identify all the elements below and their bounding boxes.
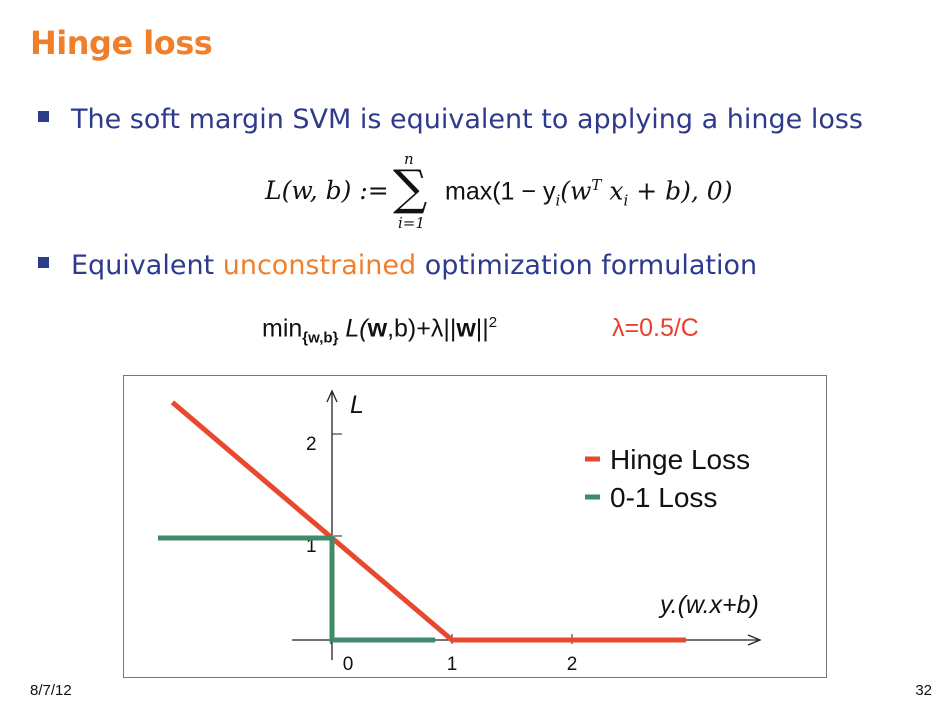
eq-x: x bbox=[601, 176, 624, 206]
eq-sup-T: T bbox=[591, 176, 602, 194]
x-tick-label: 1 bbox=[447, 654, 458, 675]
bullet-text-2c: optimization formulation bbox=[416, 250, 758, 281]
equation-rhs: max(1 − yi(wT xi + b), 0) bbox=[445, 176, 732, 209]
eq-suffix: + b), 0) bbox=[628, 176, 733, 206]
bullet-text-1: The soft margin SVM is equivalent to app… bbox=[71, 104, 863, 135]
bullet-text-2b: unconstrained bbox=[222, 250, 417, 281]
series-line-zero-one-loss bbox=[158, 535, 436, 643]
y-axis-arrow-icon bbox=[326, 389, 338, 403]
eq2-L: L( bbox=[338, 314, 368, 343]
eq2-w2: w bbox=[456, 314, 476, 343]
x-axis-arrow-icon bbox=[747, 634, 762, 646]
slide-title: Hinge loss bbox=[30, 24, 213, 62]
hinge-loss-equation: L(w, b) := n ∑ i=1 max(1 − yi(wT xi + b)… bbox=[265, 150, 785, 240]
bullet-square-icon bbox=[38, 257, 49, 268]
x-tick-label: 2 bbox=[567, 654, 578, 675]
x-tick-label: 0 bbox=[343, 654, 354, 675]
optimization-equation: min{w,b} L(w,b)+λ||w||2 bbox=[262, 314, 497, 346]
bullet-soft-margin: The soft margin SVM is equivalent to app… bbox=[38, 104, 863, 135]
eq2-square: 2 bbox=[488, 314, 498, 331]
eq-sub-i1: i bbox=[555, 191, 561, 210]
loss-chart-frame bbox=[123, 375, 827, 678]
eq2-mid: ,b)+λ|| bbox=[387, 314, 457, 343]
eq2-end: || bbox=[475, 314, 489, 343]
bullet-square-icon bbox=[38, 111, 49, 122]
sum-lower-limit: i=1 bbox=[398, 214, 425, 232]
sum-upper-limit: n bbox=[404, 150, 414, 168]
legend-label: 0-1 Loss bbox=[610, 482, 717, 513]
legend-label: Hinge Loss bbox=[610, 444, 750, 475]
eq2-min: min bbox=[262, 314, 303, 343]
summation-icon: ∑ bbox=[393, 160, 428, 216]
eq2-min-sub: {w,b} bbox=[302, 329, 339, 347]
y-tick-label: 1 bbox=[306, 536, 317, 557]
bullet-text-2a: Equivalent bbox=[71, 250, 223, 281]
equation-lhs: L(w, b) := bbox=[265, 176, 389, 205]
page-number: 32 bbox=[915, 682, 932, 699]
eq2-w1: w bbox=[367, 314, 388, 343]
eq-sub-i2: i bbox=[623, 191, 629, 210]
footer-date: 8/7/12 bbox=[30, 682, 72, 699]
x-axis-label: y.(w.x+b) bbox=[658, 591, 759, 619]
eq-max-part: max(1 − y bbox=[445, 177, 556, 206]
bullet-unconstrained: Equivalent unconstrained optimization fo… bbox=[38, 250, 757, 281]
series-line-hinge-loss bbox=[170, 400, 686, 643]
y-tick-label: 2 bbox=[306, 434, 317, 455]
eq-w: (w bbox=[560, 176, 592, 206]
y-axis-label: L bbox=[350, 391, 364, 419]
lambda-note: λ=0.5/C bbox=[612, 314, 699, 342]
